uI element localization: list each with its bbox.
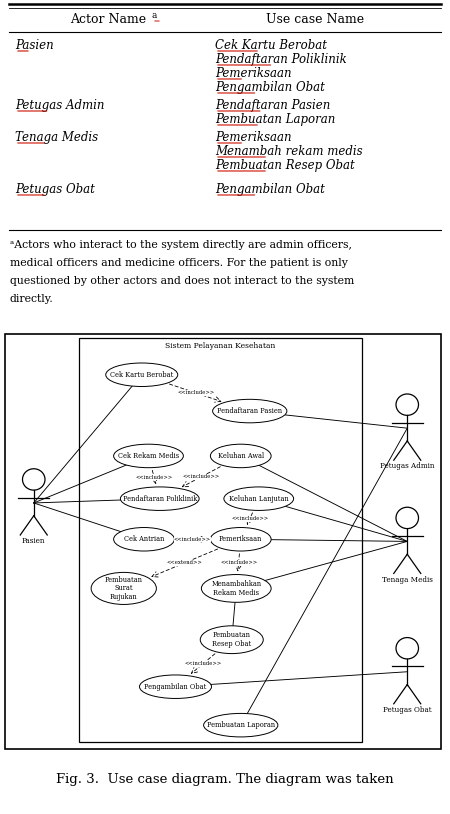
Ellipse shape <box>211 444 271 468</box>
Text: Pembuatan
Resep Obat: Pembuatan Resep Obat <box>212 631 252 648</box>
Ellipse shape <box>113 527 175 551</box>
Text: ᵃActors who interact to the system directly are admin officers,: ᵃActors who interact to the system direc… <box>10 240 352 250</box>
Bar <box>79 339 362 742</box>
Text: Cek Rekam Medis: Cek Rekam Medis <box>118 452 179 460</box>
Text: Pembuatan Laporan: Pembuatan Laporan <box>207 721 275 729</box>
Text: Pendaftaran Poliklinik: Pendaftaran Poliklinik <box>215 54 347 67</box>
Text: Petugas Admin: Petugas Admin <box>15 99 104 112</box>
Text: <<include>>: <<include>> <box>174 536 211 542</box>
Text: Tenaga Medis: Tenaga Medis <box>15 132 98 145</box>
Ellipse shape <box>121 487 199 510</box>
Text: Cek Kartu Berobat: Cek Kartu Berobat <box>215 40 327 52</box>
Ellipse shape <box>203 713 278 737</box>
Text: Keluhan Lanjutan: Keluhan Lanjutan <box>229 495 288 503</box>
Text: Menambah rekam medis: Menambah rekam medis <box>215 146 363 159</box>
Text: <<extend>>: <<extend>> <box>166 561 202 566</box>
Text: Use case Name: Use case Name <box>266 14 364 27</box>
Text: Petugas Admin: Petugas Admin <box>380 462 435 470</box>
Text: directly.: directly. <box>10 294 54 304</box>
Text: medical officers and medicine officers. For the patient is only: medical officers and medicine officers. … <box>10 258 348 268</box>
Text: Sistem Pelayanan Kesehatan: Sistem Pelayanan Kesehatan <box>165 342 276 350</box>
Ellipse shape <box>200 626 263 654</box>
Text: Keluhan Awal: Keluhan Awal <box>218 452 264 460</box>
Text: Pengambilan Obat: Pengambilan Obat <box>144 683 207 691</box>
Text: Petugas Obat: Petugas Obat <box>383 706 432 714</box>
Text: <<include>>: <<include>> <box>231 517 268 522</box>
Ellipse shape <box>211 527 271 551</box>
Text: <<include>>: <<include>> <box>135 475 173 479</box>
Text: Menambahkan
Rekam Medis: Menambahkan Rekam Medis <box>211 580 261 597</box>
Text: Pasien: Pasien <box>15 40 54 52</box>
Text: Pendaftaran Poliklinik: Pendaftaran Poliklinik <box>122 495 197 503</box>
Text: Actor Name: Actor Name <box>70 14 146 27</box>
Text: Pendaftaran Pasien: Pendaftaran Pasien <box>217 407 282 415</box>
Text: questioned by other actors and does not interact to the system: questioned by other actors and does not … <box>10 276 354 286</box>
Text: Cek Kartu Berobat: Cek Kartu Berobat <box>110 370 173 379</box>
Ellipse shape <box>91 572 157 605</box>
Text: <<include>>: <<include>> <box>182 475 220 479</box>
Text: Petugas Obat: Petugas Obat <box>15 183 95 196</box>
Text: Cek Antrian: Cek Antrian <box>124 536 164 543</box>
Ellipse shape <box>140 675 212 698</box>
Ellipse shape <box>202 575 271 602</box>
Text: Pasien: Pasien <box>22 537 45 545</box>
Text: Pengambilan Obat: Pengambilan Obat <box>215 81 325 94</box>
Text: Pembuatan Resep Obat: Pembuatan Resep Obat <box>215 160 355 173</box>
Text: <<include>>: <<include>> <box>184 662 221 667</box>
Text: <<include>>: <<include>> <box>220 560 257 565</box>
Text: Pemeriksaan: Pemeriksaan <box>215 68 292 81</box>
Ellipse shape <box>106 363 178 387</box>
Text: a: a <box>152 11 158 20</box>
Text: Fig. 3.  Use case diagram. The diagram was taken: Fig. 3. Use case diagram. The diagram wa… <box>56 773 394 786</box>
Text: <<include>>: <<include>> <box>177 391 214 396</box>
Ellipse shape <box>113 444 184 468</box>
Text: Pengambilan Obat: Pengambilan Obat <box>215 183 325 196</box>
Text: Pemeriksaan: Pemeriksaan <box>215 132 292 145</box>
Text: Pembuatan
Surat
Rujukan: Pembuatan Surat Rujukan <box>105 575 143 602</box>
Ellipse shape <box>224 487 293 510</box>
Text: Pendaftaran Pasien: Pendaftaran Pasien <box>215 99 330 112</box>
Text: Tenaga Medis: Tenaga Medis <box>382 575 433 584</box>
Ellipse shape <box>213 400 287 422</box>
Text: Pemeriksaan: Pemeriksaan <box>219 536 262 543</box>
Text: Pembuatan Laporan: Pembuatan Laporan <box>215 113 335 126</box>
